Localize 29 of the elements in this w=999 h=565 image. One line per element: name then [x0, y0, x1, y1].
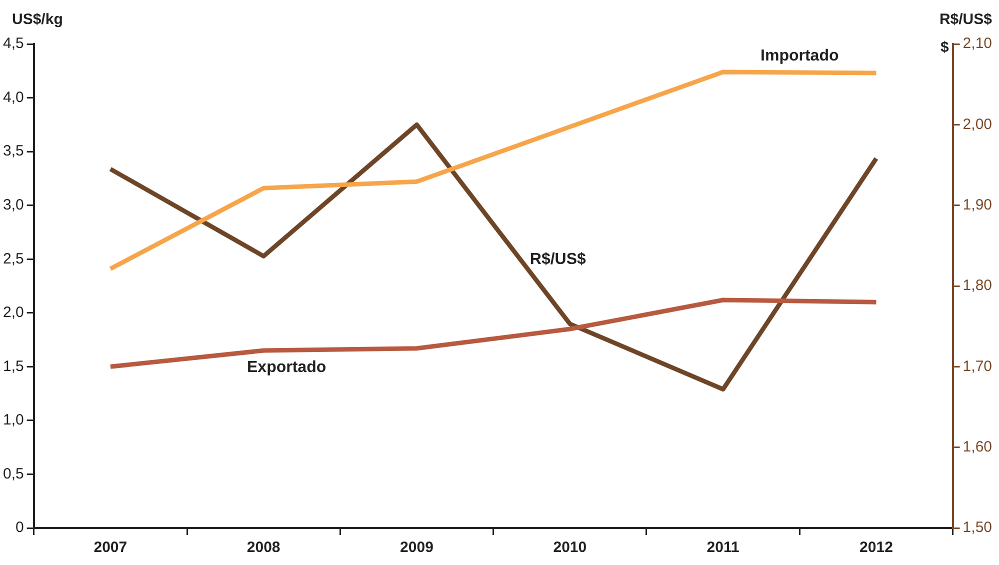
y-tick-label: 2,0	[2, 304, 24, 322]
y2-tick-label: 1,90	[962, 196, 992, 214]
y2-tick-label: 1,60	[962, 438, 992, 456]
x-tick-label: 2010	[553, 539, 587, 556]
y-tick-label: 1,0	[2, 412, 24, 429]
x-tick-label: 2008	[246, 539, 280, 556]
y-tick-label: 0	[16, 519, 24, 536]
y2-tick-label: 1,70	[962, 358, 992, 375]
y-tick-label: 3,0	[2, 196, 24, 214]
annotation: $	[940, 39, 950, 56]
series-label: R$/US$	[530, 250, 586, 268]
y2-tick-label: 2,00	[962, 116, 992, 133]
y-tick-label: 4,0	[2, 88, 24, 106]
y-tick-label: 2,5	[2, 250, 24, 268]
y2-tick-label: 1,80	[962, 277, 992, 294]
y-tick-label: 0,5	[2, 465, 24, 482]
y2-axis-title: R$/US$	[939, 11, 993, 28]
y-tick-label: 4,5	[2, 35, 24, 52]
y-tick-label: 1,5	[2, 358, 24, 375]
x-tick-label: 2007	[94, 539, 128, 556]
series-label: Exportado	[247, 359, 326, 376]
y-tick-label: 3,5	[2, 142, 24, 160]
y-axis-title: US$/kg	[12, 11, 63, 28]
x-tick-label: 2012	[860, 539, 893, 556]
x-tick-label: 2011	[706, 539, 740, 556]
series-label: Importado	[760, 48, 839, 64]
y2-tick-label: 1,50	[962, 519, 992, 536]
x-tick-label: 2009	[400, 539, 434, 556]
y2-tick-label: 2,10	[962, 35, 992, 52]
